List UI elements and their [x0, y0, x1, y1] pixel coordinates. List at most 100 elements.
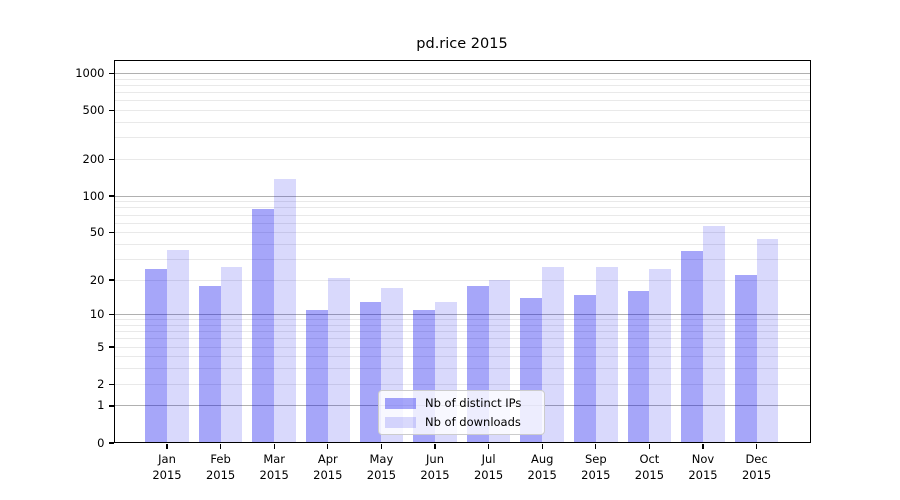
y-tick-label-2: 2 [97, 376, 105, 391]
gridline-y-6 [113, 338, 811, 340]
y-tick-10 [108, 314, 114, 316]
gridline-y-20 [113, 279, 811, 281]
y-tick-label-1000: 1000 [75, 66, 105, 81]
y-tick-1 [108, 405, 114, 407]
x-tick-label-may-2015: May 2015 [349, 452, 413, 483]
gridline-y-30 [113, 258, 811, 260]
x-tick-feb-2015 [219, 444, 222, 449]
x-label-year: 2015 [634, 467, 665, 482]
gridline-y-4 [113, 356, 811, 358]
y-tick-50 [108, 232, 114, 234]
bar-nb-of-distinct-ips-jan-2015 [145, 268, 167, 443]
x-label-month: Jul [481, 452, 496, 466]
x-tick-label-mar-2015: Mar 2015 [242, 452, 306, 483]
bar-nb-of-distinct-ips-may-2015 [359, 301, 382, 443]
bar-nb-of-distinct-ips-apr-2015 [306, 310, 328, 443]
bar-nb-of-distinct-ips-mar-2015 [252, 208, 275, 443]
x-label-year: 2015 [259, 467, 289, 482]
gridline-y-500 [113, 110, 811, 112]
x-label-year: 2015 [366, 467, 397, 482]
x-label-year: 2015 [527, 467, 557, 482]
legend-label: Nb of distinct IPs [425, 396, 522, 410]
y-tick-2 [108, 383, 114, 385]
x-label-month: Feb [210, 452, 231, 466]
bar-nb-of-downloads-dec-2015 [756, 239, 779, 443]
y-tick-label-50: 50 [89, 225, 105, 240]
x-tick-label-aug-2015: Aug 2015 [510, 452, 574, 483]
bar-nb-of-downloads-apr-2015 [327, 277, 350, 443]
x-label-year: 2015 [313, 467, 343, 482]
bar-nb-of-distinct-ips-oct-2015 [627, 291, 650, 443]
gridline-y-5 [113, 346, 811, 348]
x-label-year: 2015 [473, 467, 504, 482]
legend-row-nb-of-distinct-ips: Nb of distinct IPs [385, 395, 538, 411]
gridline-y-1000 [113, 73, 811, 75]
gridline-y-8 [113, 324, 811, 326]
legend-label: Nb of downloads [425, 415, 521, 429]
x-label-month: Apr [317, 452, 338, 466]
gridline-y-90 [113, 201, 811, 203]
bar-nb-of-downloads-mar-2015 [274, 179, 296, 443]
y-tick-label-5: 5 [97, 339, 105, 354]
y-tick-1000 [108, 72, 114, 75]
bar-nb-of-downloads-feb-2015 [220, 266, 243, 443]
x-label-month: Oct [639, 452, 660, 466]
y-tick-200 [108, 158, 114, 161]
x-tick-oct-2015 [648, 444, 651, 449]
x-label-month: Nov [691, 452, 715, 466]
x-label-month: Dec [745, 452, 768, 466]
x-tick-sep-2015 [595, 444, 597, 449]
legend-swatch-nb-of-distinct-ips [385, 397, 416, 409]
bar-nb-of-downloads-oct-2015 [649, 268, 672, 443]
x-tick-label-feb-2015: Feb 2015 [189, 452, 253, 483]
bar-nb-of-distinct-ips-nov-2015 [681, 251, 703, 443]
gridline-y-60 [113, 222, 811, 224]
y-tick-label-0: 0 [97, 435, 105, 450]
x-tick-label-jul-2015: Jul 2015 [457, 452, 521, 483]
gridline-y-700 [113, 92, 811, 94]
bar-nb-of-downloads-sep-2015 [595, 266, 618, 443]
x-label-year: 2015 [205, 467, 236, 482]
x-tick-mar-2015 [273, 444, 275, 449]
y-tick-5 [108, 346, 114, 348]
bar-nb-of-downloads-nov-2015 [703, 225, 725, 443]
x-tick-label-oct-2015: Oct 2015 [617, 452, 681, 483]
y-tick-label-1: 1 [97, 398, 105, 413]
x-tick-jan-2015 [166, 444, 168, 449]
y-tick-label-100: 100 [82, 188, 105, 203]
x-label-month: Aug [530, 452, 554, 466]
gridline-y-100 [113, 195, 811, 197]
y-tick-20 [108, 279, 114, 281]
x-tick-jul-2015 [487, 444, 490, 449]
gridline-y-80 [113, 207, 811, 209]
gridline-y-400 [113, 121, 811, 123]
x-tick-label-jun-2015: Jun 2015 [403, 452, 467, 483]
x-label-month: Mar [263, 452, 286, 466]
x-label-year: 2015 [741, 467, 772, 482]
x-tick-nov-2015 [702, 444, 704, 449]
x-label-year: 2015 [420, 467, 450, 482]
x-label-year: 2015 [152, 467, 182, 482]
gridline-y-600 [113, 100, 811, 102]
x-tick-label-sep-2015: Sep 2015 [564, 452, 628, 483]
y-tick-label-10: 10 [89, 307, 105, 322]
x-tick-apr-2015 [327, 444, 329, 449]
gridline-y-40 [113, 243, 811, 245]
bar-nb-of-distinct-ips-sep-2015 [574, 294, 596, 443]
bar-nb-of-distinct-ips-dec-2015 [734, 275, 757, 443]
x-tick-aug-2015 [541, 444, 543, 449]
y-tick-0 [108, 442, 114, 444]
gridline-y-50 [113, 232, 811, 234]
x-label-month: May [369, 452, 394, 466]
x-label-month: Jun [426, 452, 444, 466]
x-tick-label-jan-2015: Jan 2015 [135, 452, 199, 483]
gridline-y-3 [113, 368, 811, 370]
bar-nb-of-downloads-jan-2015 [167, 249, 189, 443]
x-tick-label-nov-2015: Nov 2015 [671, 452, 735, 483]
x-label-month: Sep [584, 452, 607, 466]
x-tick-label-apr-2015: Apr 2015 [296, 452, 360, 483]
x-tick-label-dec-2015: Dec 2015 [725, 452, 789, 483]
x-tick-jun-2015 [434, 444, 436, 449]
bar-nb-of-downloads-aug-2015 [542, 266, 564, 443]
